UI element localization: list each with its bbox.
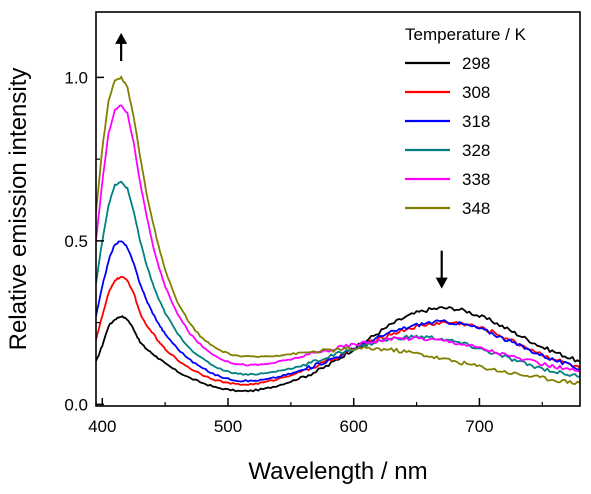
y-tick-label: 1.0 [64,68,88,87]
legend: Temperature / K 298 308 318 328 338 348 [405,25,527,218]
annotation-layer [115,32,448,289]
legend-label-318K: 318 [462,112,490,131]
legend-label-328K: 328 [462,141,490,160]
plot-frame [95,11,581,407]
arrow-down-icon [435,250,448,289]
x-tick-label: 600 [340,417,368,436]
series-line-348K [96,75,580,386]
legend-title: Temperature / K [405,25,527,44]
x-tick-label: 500 [214,417,242,436]
series-line-298K [96,306,580,393]
x-axis-ticks: 400 500 600 700 [88,398,543,436]
y-tick-label: 0.5 [64,232,88,251]
legend-label-308K: 308 [462,83,490,102]
y-axis-ticks: 0.0 0.5 1.0 [64,68,104,414]
legend-label-348K: 348 [462,199,490,218]
series-line-338K [96,104,580,373]
arrow-up-icon [115,32,128,62]
x-axis-title: Wavelength / nm [248,458,427,485]
y-axis-title: Relative emission intensity [5,68,32,351]
series-line-318K [96,240,580,383]
y-tick-label: 0.0 [64,395,88,414]
x-tick-label: 400 [88,417,116,436]
legend-label-338K: 338 [462,170,490,189]
legend-label-298K: 298 [462,54,490,73]
series-layer [96,75,580,393]
x-tick-label: 700 [465,417,493,436]
